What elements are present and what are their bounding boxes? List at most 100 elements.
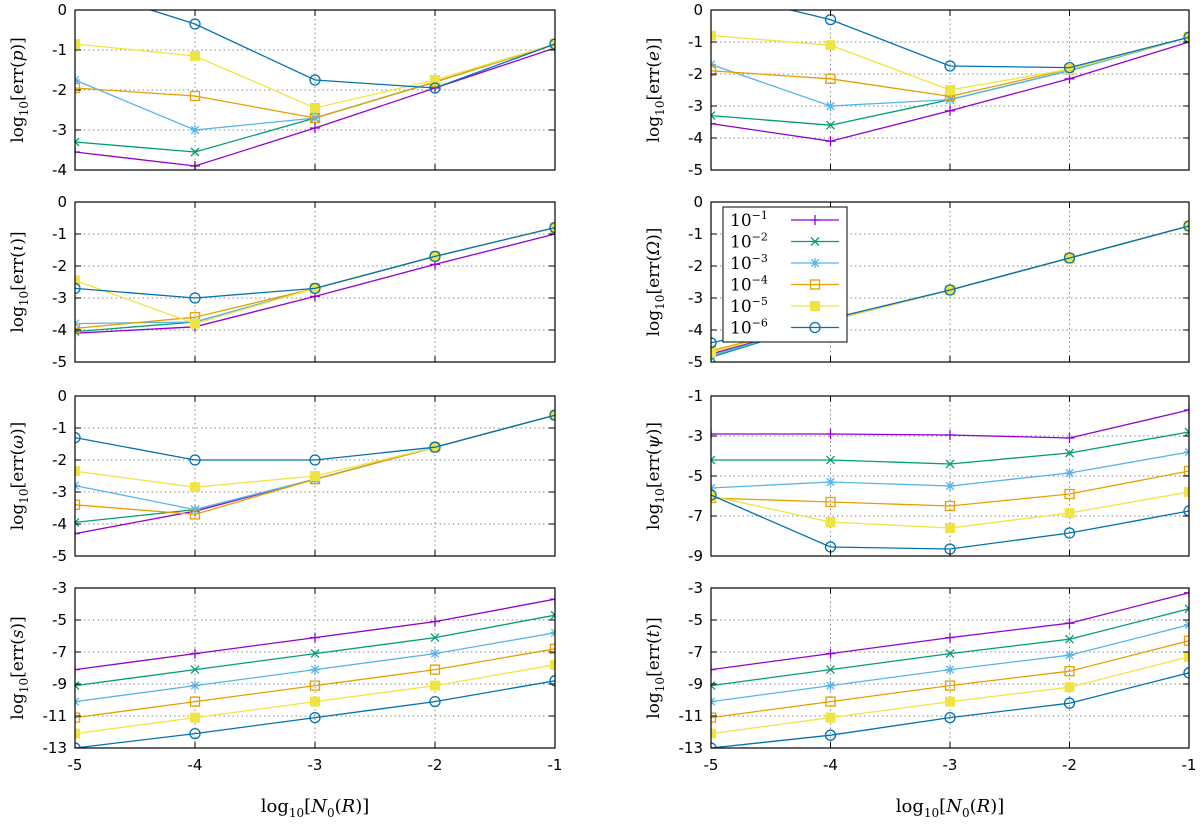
data-point-1e-1 [75, 528, 80, 539]
legend-exponent: −6 [752, 317, 768, 330]
legend-label-1e-1: 10−1 [730, 209, 768, 231]
y-tick-label: 0 [57, 1, 67, 19]
ylabel-close: )] [8, 616, 28, 629]
y-tick-label: -2 [688, 65, 703, 83]
data-point-1e-5 [945, 85, 955, 95]
data-point-1e-5 [310, 471, 320, 481]
data-point-1e-5 [75, 275, 80, 286]
y-tick-label: -1 [52, 41, 67, 59]
ylabel-subscript: 10 [653, 677, 667, 692]
plot-area [711, 10, 1189, 147]
data-point-1e-4 [429, 664, 441, 675]
data-point-1e-4 [309, 112, 321, 124]
series-line-1e-1 [711, 592, 1189, 671]
legend-base: 10 [730, 297, 752, 317]
xlabel-N: N [310, 796, 328, 817]
y-tick-label: -3 [688, 97, 703, 115]
ylabel-subscript: 10 [653, 295, 667, 310]
data-point-1e-2 [550, 610, 555, 620]
y-tick-label: -9 [688, 547, 703, 565]
ylabel-subscript: 10 [653, 488, 667, 503]
subplot-s: -3-5-7-9-11-13-5 -4 -3 -2 -1log10[err(s)]log… [8, 579, 562, 820]
data-point-1e-5 [190, 482, 200, 493]
data-point-1e-6 [189, 292, 201, 304]
data-point-1e-2 [190, 147, 200, 157]
data-point-1e-3 [945, 481, 955, 491]
data-point-1e-1 [945, 105, 955, 116]
y-tick-label: -3 [688, 289, 703, 307]
series-line-1e-5 [75, 43, 555, 109]
data-point-1e-2 [711, 681, 716, 691]
xlabel-subscript: 10 [924, 806, 939, 820]
data-point-1e-6 [549, 675, 555, 687]
xlabel-close: )] [990, 796, 1004, 817]
legend-exponent: −5 [752, 295, 768, 308]
data-point-1e-5 [550, 659, 555, 670]
data-point-1e-6 [1183, 220, 1189, 232]
data-point-1e-3 [945, 94, 955, 105]
y-tick-label: -5 [688, 467, 703, 485]
data-point-1e-1 [75, 664, 80, 675]
data-point-1e-1 [825, 136, 836, 147]
data-point-1e-6 [711, 489, 717, 501]
ylabel-err: [err( [644, 637, 664, 677]
series-line-1e-6 [711, 672, 1189, 748]
data-point-1e-4 [549, 643, 555, 654]
legend-label-1e-5: 10−5 [730, 295, 768, 317]
ylabel-var: e [644, 51, 664, 61]
x-tick-label: -1 [548, 756, 563, 774]
ylabel-subscript: 10 [17, 291, 31, 306]
y-tick-label: -3 [52, 579, 67, 597]
y-tick-label: -3 [52, 121, 67, 139]
ylabel-log: log [644, 116, 664, 143]
data-point-1e-4 [944, 680, 956, 691]
y-tick-label: -11 [679, 707, 704, 725]
data-point-1e-5 [310, 696, 320, 707]
x-tick-label: -3 [308, 756, 323, 774]
data-point-1e-2 [75, 517, 80, 527]
data-point-1e-6 [1063, 61, 1076, 74]
data-point-1e-5 [945, 523, 955, 533]
data-point-1e-6 [429, 441, 441, 453]
y-tick-label: 0 [693, 193, 703, 211]
ylabel-var: t [644, 630, 664, 637]
data-point-1e-5 [1184, 487, 1189, 497]
xlabel-log: log [261, 796, 289, 817]
data-point-1e-1 [945, 430, 955, 440]
data-point-1e-6 [1183, 31, 1189, 43]
data-point-1e-2 [711, 455, 716, 465]
data-point-1e-5 [430, 680, 440, 691]
xlabel-subscript-0: 0 [327, 806, 335, 820]
y-tick-label: -2 [688, 257, 703, 275]
legend-exponent: −1 [752, 209, 768, 222]
plot-area [75, 10, 555, 170]
data-point-1e-2 [310, 649, 320, 659]
y-tick-label: -2 [52, 257, 67, 275]
y-tick-label: -5 [52, 353, 67, 371]
ylabel-var: ι [8, 245, 28, 252]
y-tick-label: -3 [688, 579, 703, 597]
subplot-ψ: -1 -3 -5 -7 -9 log10[err(ψ)] [644, 387, 1190, 565]
ylabel-log: log [8, 116, 28, 143]
plot-area [711, 405, 1189, 555]
ylabel-err: [err( [644, 61, 664, 101]
data-point-1e-1 [1064, 618, 1075, 629]
data-point-1e-6 [944, 60, 956, 72]
subplot-e: 0 -1 -2 -3 -4 -5 log10[err(e)] [644, 1, 1190, 179]
data-point-1e-5 [1064, 64, 1075, 75]
data-point-1e-1 [550, 594, 555, 605]
y-axis-label: log10[err(ψ)] [644, 422, 667, 530]
data-point-1e-4 [711, 712, 717, 723]
data-point-1e-1 [1064, 433, 1075, 443]
data-point-1e-3 [945, 664, 955, 675]
subplot-p: 0 -1 -2 -3 -4 log10[err(p)] [8, 1, 556, 179]
data-point-1e-6 [75, 431, 81, 444]
legend-marker-1e-6 [809, 321, 821, 334]
y-tick-label: -1 [688, 33, 703, 51]
data-point-1e-6 [429, 250, 441, 263]
y-tick-label: -13 [43, 739, 68, 757]
data-point-1e-6 [549, 409, 555, 421]
data-point-1e-3 [430, 648, 440, 659]
data-point-1e-1 [190, 648, 200, 659]
data-point-1e-3 [825, 101, 836, 111]
